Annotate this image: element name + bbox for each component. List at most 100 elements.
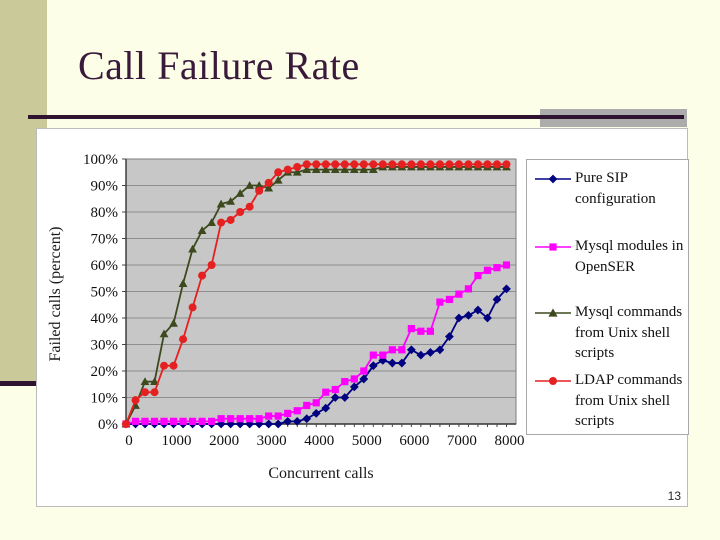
x-tick-label: 2000 xyxy=(209,433,239,449)
marker-circle xyxy=(416,160,425,169)
marker-square xyxy=(398,346,406,354)
marker-triangle xyxy=(311,165,321,173)
y-tick-label: 80% xyxy=(91,205,119,221)
marker-diamond xyxy=(387,358,397,368)
legend-marker-diamond xyxy=(535,174,571,184)
legend-marker-triangle xyxy=(535,308,571,317)
marker-circle xyxy=(407,160,416,169)
marker-triangle xyxy=(226,197,236,205)
marker-square xyxy=(388,346,396,354)
marker-diamond xyxy=(264,419,274,429)
marker-triangle xyxy=(216,199,226,208)
marker-square xyxy=(493,264,501,272)
marker-circle xyxy=(369,160,378,169)
marker-square xyxy=(483,266,492,274)
legend-item-pure-sip: Pure SIP configuration xyxy=(533,168,687,209)
y-tick-label: 100% xyxy=(83,152,118,168)
marker-circle xyxy=(445,160,454,169)
marker-circle xyxy=(160,361,169,370)
marker-square xyxy=(417,327,425,335)
legend-label: Mysql commands from Unix shell scripts xyxy=(575,304,683,362)
marker-circle xyxy=(236,208,245,216)
marker-circle xyxy=(122,420,130,428)
marker-diamond xyxy=(445,332,454,341)
marker-diamond xyxy=(416,350,426,360)
y-tick-label: 90% xyxy=(91,179,119,195)
marker-square xyxy=(379,351,387,359)
marker-diamond xyxy=(302,414,312,424)
marker-diamond xyxy=(216,419,226,429)
marker-circle xyxy=(150,388,159,397)
title-rule xyxy=(28,115,684,119)
marker-square xyxy=(445,295,454,304)
x-tick-label: 0 xyxy=(125,433,133,449)
marker-triangle xyxy=(207,218,217,226)
marker-diamond xyxy=(349,382,359,392)
marker-circle xyxy=(293,162,302,171)
marker-square xyxy=(179,417,187,425)
marker-circle xyxy=(141,388,150,397)
x-axis-title: Concurrent calls xyxy=(268,465,374,482)
marker-diamond xyxy=(502,284,511,294)
marker-triangle xyxy=(273,175,283,184)
marker-circle xyxy=(435,160,444,169)
marker-diamond xyxy=(292,416,302,426)
marker-triangle xyxy=(264,183,274,192)
marker-square xyxy=(274,412,282,420)
marker-circle xyxy=(397,160,406,169)
marker-circle xyxy=(350,160,359,169)
marker-diamond xyxy=(321,403,331,413)
marker-square xyxy=(198,417,206,425)
marker-triangle xyxy=(159,329,169,338)
chart-legend: Pure SIP configuration Mysql modules in … xyxy=(526,159,689,435)
marker-circle xyxy=(492,160,501,169)
legend-marker xyxy=(549,377,557,385)
y-axis-title: Failed calls (percent) xyxy=(47,226,64,362)
legend-marker-square xyxy=(535,243,571,251)
marker-triangle xyxy=(197,226,207,234)
marker-square xyxy=(227,415,235,423)
marker-triangle xyxy=(368,165,378,173)
marker-diamond xyxy=(226,419,236,429)
x-tick-label: 1000 xyxy=(162,433,192,449)
marker-square xyxy=(369,351,377,359)
marker-circle xyxy=(255,186,264,195)
marker-diamond xyxy=(283,416,293,426)
marker-diamond xyxy=(254,419,264,429)
marker-triangle xyxy=(302,165,312,173)
marker-diamond xyxy=(311,409,321,418)
marker-circle xyxy=(464,160,473,169)
x-tick-label: 4000 xyxy=(304,433,334,449)
marker-diamond xyxy=(435,345,445,355)
marker-diamond xyxy=(492,295,502,304)
marker-square xyxy=(131,417,140,425)
marker-diamond xyxy=(406,345,416,355)
marker-triangle xyxy=(140,377,150,385)
marker-diamond xyxy=(330,393,340,402)
x-tick-label: 7000 xyxy=(447,433,477,449)
legend-item-ldap-commands: LDAP commands from Unix shell scripts xyxy=(533,370,687,432)
marker-circle xyxy=(188,303,197,312)
x-tick-label: 6000 xyxy=(399,433,429,449)
x-tick-label: 8000 xyxy=(494,433,524,449)
legend-marker xyxy=(548,174,558,184)
marker-circle xyxy=(340,160,349,169)
y-tick-label: 60% xyxy=(91,258,119,274)
marker-diamond xyxy=(245,419,255,429)
marker-square xyxy=(141,417,149,425)
y-tick-label: 70% xyxy=(91,232,119,248)
marker-square xyxy=(284,409,292,417)
marker-triangle xyxy=(178,279,188,287)
marker-triangle xyxy=(359,165,369,173)
marker-diamond xyxy=(273,419,283,429)
marker-square xyxy=(217,415,225,423)
marker-circle xyxy=(198,271,207,280)
marker-square xyxy=(293,407,301,415)
footer-rule xyxy=(0,381,36,386)
x-tick-label: 3000 xyxy=(257,433,287,449)
marker-circle xyxy=(264,178,273,187)
marker-circle xyxy=(388,160,397,169)
marker-diamond xyxy=(397,358,407,368)
marker-square xyxy=(474,272,482,280)
marker-square xyxy=(436,298,444,306)
